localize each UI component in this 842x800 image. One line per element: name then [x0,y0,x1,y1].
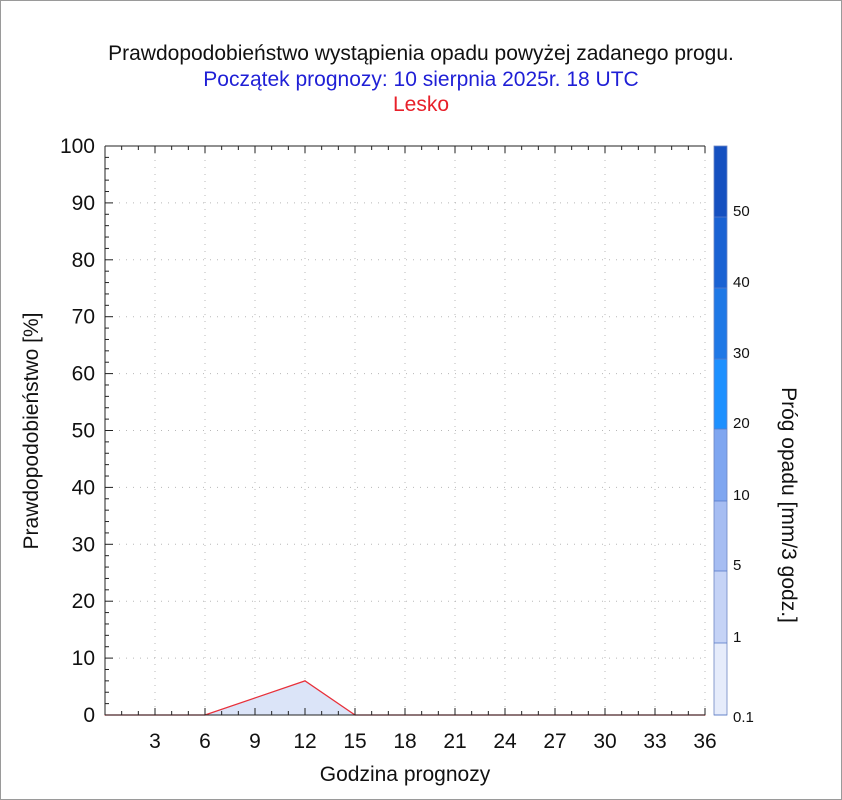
x-axis-label: Godzina prognozy [320,763,491,786]
y-tick-label: 90 [72,192,95,215]
y-axis-label: Prawdopodobieństwo [%] [20,313,43,550]
colorbar-segment [714,146,727,217]
axes-group: 3 6 9 12 15 18 21 24 27 30 33 360102030405060708090… [60,135,717,753]
y-tick-label: 80 [72,249,95,272]
y-tick-label: 60 [72,363,95,386]
location-label: Lesko [392,93,450,116]
colorbar-tick-label: 10 [733,487,750,504]
data-point [254,697,256,699]
colorbar-tick-label: 50 [733,203,750,220]
colorbar-segment [714,643,727,715]
colorbar-segment [714,571,727,643]
colorbar: 0.1 1 5 10 20 30 40 50 [713,145,754,726]
y-tick-label: 100 [60,135,95,158]
x-tick-label: 6 [199,730,211,753]
colorbar-segment [714,359,727,429]
x-tick-label: 30 [593,730,616,753]
x-tick-label: 12 [293,730,316,753]
chart-title: Prawdopodobieństwo wystąpienia opadu pow… [108,42,734,65]
y-tick-label: 0 [83,704,95,727]
x-tick-label: 18 [393,730,416,753]
colorbar-tick-label: 5 [733,557,741,574]
series-area [105,680,705,715]
colorbar-tick-label: 0.1 [733,709,754,726]
colorbar-segment [714,429,727,501]
forecast-start-subtitle: Początek prognozy: 10 sierpnia 2025r. 18… [203,68,639,91]
y-tick-label: 30 [72,533,95,556]
colorbar-segment [714,501,727,571]
y-tick-label: 40 [72,476,95,499]
y-tick-label: 20 [72,590,95,613]
colorbar-segment [714,288,727,359]
x-tick-label: 21 [443,730,466,753]
x-tick-label: 36 [693,730,716,753]
data-point [304,680,306,682]
colorbar-tick-label: 20 [733,415,750,432]
y-tick-label: 50 [72,420,95,443]
colorbar-tick-label: 1 [733,629,741,646]
x-tick-label: 24 [493,730,517,753]
colorbar-tick-label: 30 [733,345,750,362]
x-tick-label: 15 [343,730,366,753]
x-tick-label: 3 [149,730,161,753]
colorbar-tick-label: 40 [733,274,750,291]
x-tick-label: 27 [543,730,566,753]
y-tick-label: 70 [72,306,95,329]
grid-lines [105,146,706,715]
colorbar-label: Próg opadu [mm/3 godz.] [777,387,800,623]
x-tick-label: 9 [249,730,261,753]
x-tick-label: 33 [643,730,666,753]
y-tick-label: 10 [72,647,95,670]
colorbar-segment [714,217,727,288]
